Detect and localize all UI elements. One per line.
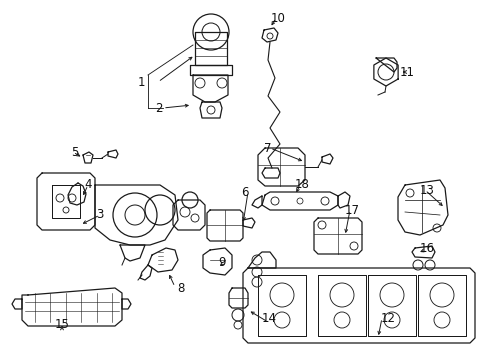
Text: 10: 10 — [270, 12, 285, 24]
Text: 8: 8 — [177, 282, 184, 295]
Text: 14: 14 — [262, 311, 276, 324]
Text: 2: 2 — [155, 102, 163, 114]
Text: 6: 6 — [241, 185, 248, 198]
Text: 17: 17 — [345, 203, 359, 216]
Text: 9: 9 — [218, 256, 225, 269]
Text: 1: 1 — [137, 76, 145, 89]
Text: 18: 18 — [294, 179, 309, 192]
Text: 11: 11 — [399, 66, 414, 78]
Text: 4: 4 — [84, 178, 92, 191]
Text: 7: 7 — [264, 141, 271, 154]
Text: 3: 3 — [96, 208, 103, 221]
Text: 16: 16 — [419, 242, 434, 255]
Text: 15: 15 — [55, 318, 69, 331]
Text: 5: 5 — [70, 145, 78, 158]
Text: 13: 13 — [419, 184, 434, 197]
Text: 12: 12 — [380, 311, 395, 324]
